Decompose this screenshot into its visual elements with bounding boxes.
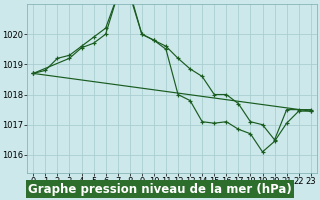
Text: Graphe pression niveau de la mer (hPa): Graphe pression niveau de la mer (hPa): [28, 182, 292, 196]
